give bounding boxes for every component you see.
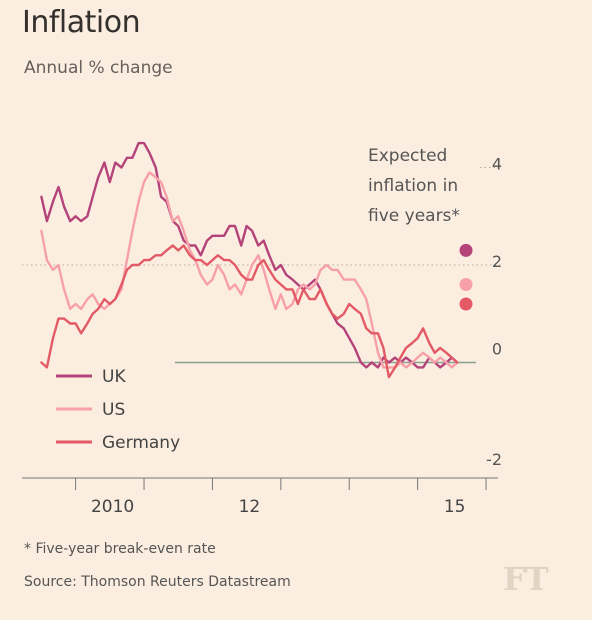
- y-tick-label: 4: [492, 155, 502, 174]
- y-tick-label: 2: [492, 252, 502, 271]
- annotation-line: inflation in: [368, 176, 458, 196]
- y-tick-label: 0: [492, 340, 502, 359]
- series-line-germany: [40, 244, 459, 379]
- x-tick-label: 15: [444, 497, 466, 517]
- annotation-line: five years*: [368, 206, 460, 226]
- x-tick-label: 12: [239, 497, 261, 517]
- series-line-uk: [40, 141, 459, 369]
- legend-label-us: US: [102, 400, 125, 420]
- chart-title: Inflation: [22, 5, 141, 40]
- footnote: * Five-year break-even rate: [24, 541, 216, 557]
- expected-marker-uk: [459, 243, 473, 257]
- x-tick-label: 2010: [91, 497, 134, 517]
- legend-label-germany: Germany: [102, 433, 180, 453]
- legend-label-uk: UK: [102, 367, 126, 387]
- source-note: Source: Thomson Reuters Datastream: [24, 574, 291, 590]
- expected-marker-germany: [459, 297, 473, 311]
- expected-marker-us: [459, 278, 473, 291]
- annotation-line: Expected: [368, 146, 447, 166]
- y-tick-label: -2: [486, 450, 502, 469]
- ft-logo: FT: [503, 560, 549, 598]
- chart-subtitle: Annual % change: [24, 58, 173, 78]
- series-line-us: [40, 171, 459, 369]
